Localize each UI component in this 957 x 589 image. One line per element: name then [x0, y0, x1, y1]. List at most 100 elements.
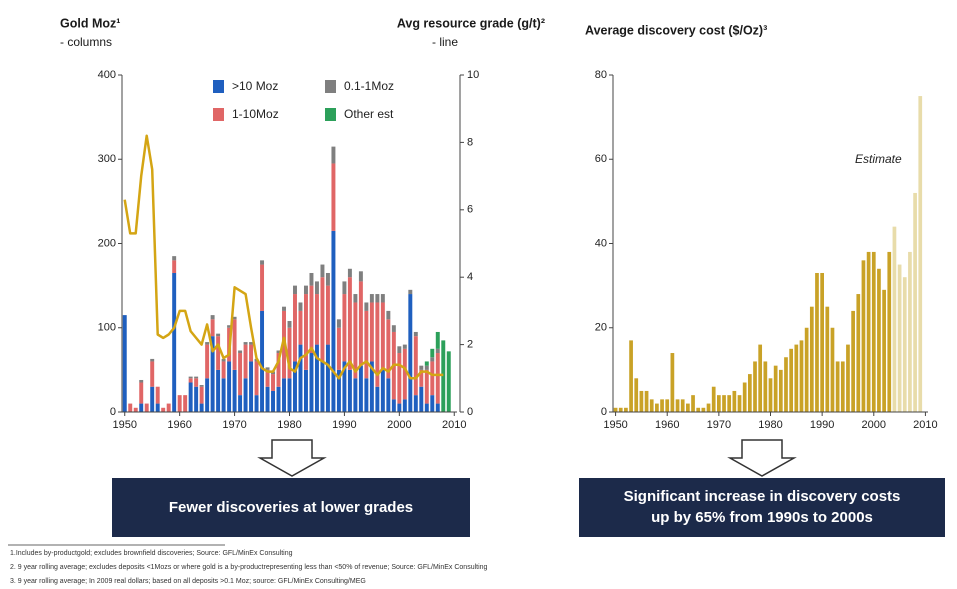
x-tick-label: 1960 — [167, 419, 191, 431]
x-tick-label: 1970 — [707, 419, 731, 431]
bar-segment — [282, 306, 286, 311]
bar-segment — [402, 399, 407, 412]
bar-segment — [172, 260, 177, 273]
bar-segment — [408, 289, 413, 295]
bar — [670, 353, 675, 412]
bar-segment — [265, 367, 270, 370]
bar-segment — [314, 344, 319, 412]
bar-segment — [391, 399, 396, 412]
bar-segment — [194, 386, 199, 412]
bar — [613, 407, 618, 412]
bar-segment — [249, 361, 254, 412]
y-axis-note: - columns — [60, 35, 112, 49]
bar-segment — [216, 369, 221, 412]
bar-segment — [375, 302, 380, 387]
bar — [758, 344, 763, 412]
y2-tick-label: 6 — [467, 204, 473, 216]
bar — [634, 378, 639, 412]
bar — [737, 395, 742, 412]
bar-segment — [435, 331, 440, 349]
bar — [846, 344, 850, 412]
x-tick-label: 2010 — [442, 419, 466, 431]
bar — [753, 361, 757, 412]
legend-swatch — [213, 80, 224, 93]
bar-segment — [298, 344, 303, 412]
bar-segment — [221, 361, 226, 379]
bar-segment — [210, 319, 215, 337]
bar-segment — [221, 358, 226, 362]
bar — [778, 369, 783, 412]
bar-segment — [276, 386, 281, 412]
bar — [649, 399, 654, 412]
bar-segment — [298, 302, 303, 311]
bar-segment — [293, 285, 297, 295]
bar-segment — [303, 369, 308, 412]
bar-segment — [446, 351, 451, 412]
bar-segment — [441, 340, 446, 412]
bar-segment — [260, 310, 265, 412]
x-tick-label: 1970 — [222, 419, 246, 431]
bar — [742, 382, 747, 412]
arrow — [257, 439, 327, 477]
callout-box — [112, 478, 470, 537]
bar — [706, 403, 711, 412]
bar-segment — [353, 378, 358, 412]
bar-segment — [205, 378, 210, 412]
x-tick-label: 2000 — [387, 419, 411, 431]
bar-segment — [435, 348, 440, 354]
bar-segment — [397, 353, 402, 404]
y2-tick-label: 2 — [467, 339, 473, 351]
bar-segment — [358, 365, 363, 412]
y-axis-title: Gold Moz¹ — [60, 16, 120, 30]
y2-tick-label: 10 — [467, 69, 479, 81]
bar-segment — [314, 281, 319, 295]
bar-segment — [408, 294, 413, 412]
bar-segment — [238, 353, 243, 396]
bar-segment — [199, 385, 204, 387]
bar-segment — [133, 407, 138, 412]
bar — [727, 395, 732, 412]
bar-segment — [430, 395, 435, 412]
bar-segment — [369, 294, 374, 303]
bar-segment — [413, 331, 418, 337]
bar-segment — [265, 386, 270, 412]
bar-segment — [150, 386, 155, 412]
bar — [913, 192, 917, 412]
bar — [918, 96, 923, 412]
bar-segment — [369, 361, 374, 412]
bar-segment — [254, 395, 259, 412]
bar-segment — [188, 378, 193, 383]
bar-segment — [139, 403, 144, 412]
bar — [773, 365, 778, 412]
bar-segment — [177, 395, 182, 412]
bar-segment — [232, 316, 237, 320]
x-tick-label: 2010 — [913, 419, 937, 431]
y2-tick-label: 0 — [467, 406, 473, 418]
bar-segment — [276, 353, 281, 387]
bar-segment — [216, 336, 221, 370]
y-tick-label: 20 — [595, 322, 607, 334]
bar-segment — [309, 285, 314, 354]
bar — [629, 340, 633, 412]
bar-segment — [375, 294, 380, 303]
bar-segment — [243, 344, 248, 379]
bar — [789, 348, 794, 412]
bar-segment — [419, 386, 424, 412]
bar — [711, 386, 716, 412]
bar-segment — [353, 302, 358, 379]
bar-segment — [293, 361, 297, 412]
bar — [851, 310, 855, 412]
bar-segment — [320, 361, 325, 412]
bar — [644, 390, 649, 412]
bar-segment — [194, 378, 199, 387]
bar — [804, 327, 809, 412]
bar-segment — [150, 358, 155, 362]
y-tick-label: 0 — [601, 406, 607, 418]
bar — [861, 260, 866, 412]
bar — [830, 327, 835, 412]
bar-segment — [402, 348, 407, 400]
bar — [665, 399, 670, 412]
legend-label: 0.1-1Moz — [344, 79, 394, 93]
bar — [815, 272, 819, 412]
x-tick-label: 1990 — [810, 419, 834, 431]
